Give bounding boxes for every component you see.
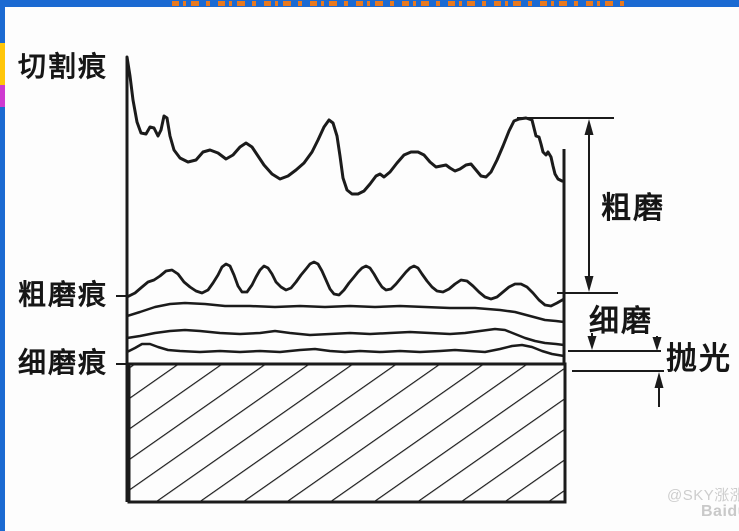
clipped-title-fragments	[172, 1, 628, 6]
cutting-marks-profile	[125, 55, 564, 196]
window-top-border	[0, 0, 739, 7]
label-cutting-marks: 切割痕	[18, 51, 109, 82]
polish-arrow-head	[654, 372, 664, 388]
label-fine-grinding-marks: 细磨痕	[18, 347, 109, 378]
label-fine-grinding-stage: 细磨	[589, 305, 653, 338]
coarse-marks-profile	[125, 260, 566, 308]
watermark-baidu-logo: Baidu	[701, 503, 739, 520]
label-coarse-grinding-stage: 粗磨	[601, 192, 665, 225]
label-coarse-grinding-marks: 粗磨痕	[18, 279, 109, 310]
substrate-block	[127, 362, 567, 504]
coarse-dimension-arrow-up	[584, 119, 594, 135]
ground-line-1	[125, 301, 566, 324]
left-border-magenta-segment	[0, 85, 5, 107]
fine-arrow-left-head	[587, 336, 597, 350]
ground-line-2	[125, 327, 566, 347]
fine-arrow-right-head	[652, 337, 662, 351]
window-left-border	[0, 0, 5, 531]
label-polishing-stage: 抛光	[666, 341, 732, 376]
watermark-author: @SKY涨涨	[667, 487, 739, 504]
fine-marks-profile	[125, 342, 566, 358]
coarse-dimension-arrow-down	[584, 276, 594, 292]
left-border-yellow-segment	[0, 43, 5, 85]
